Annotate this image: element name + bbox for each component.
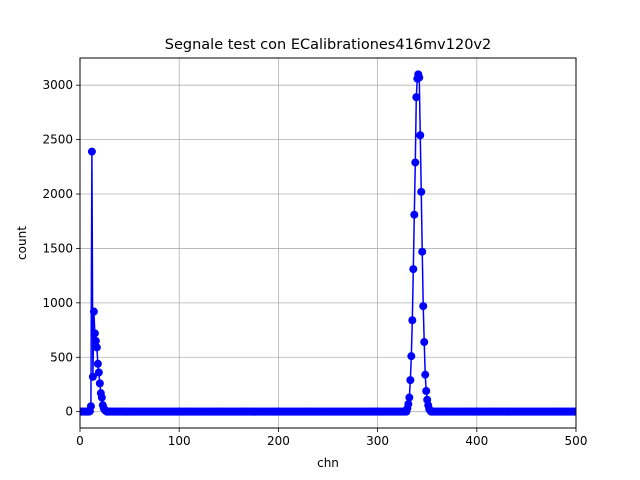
- data-point: [411, 158, 420, 167]
- data-point: [418, 247, 427, 256]
- data-point: [90, 329, 99, 338]
- data-point: [419, 302, 428, 311]
- data-point: [406, 376, 415, 385]
- data-point: [404, 400, 413, 409]
- chart-title: Segnale test con ECalibrationes416mv120v…: [165, 37, 491, 53]
- y-axis-label: count: [15, 226, 29, 260]
- data-point: [408, 316, 417, 325]
- data-point: [422, 387, 431, 395]
- axes-frame: [79, 57, 577, 429]
- data-point: [86, 402, 95, 411]
- data-point: [416, 131, 425, 140]
- data-point: [88, 372, 97, 381]
- y-tick-label: 2000: [42, 187, 73, 201]
- x-tick-label: 100: [168, 434, 191, 448]
- data-point: [421, 370, 430, 379]
- y-tick-label: 500: [50, 350, 73, 364]
- data-point: [415, 73, 424, 82]
- x-axis-label: chn: [317, 456, 339, 470]
- data-point: [95, 379, 104, 388]
- data-point: [417, 187, 426, 196]
- data-point: [92, 343, 101, 352]
- data-point: [89, 307, 98, 316]
- data-point: [410, 210, 419, 219]
- series-group: [80, 70, 576, 416]
- grid-lines: [79, 58, 577, 428]
- y-tick-label: 1000: [42, 296, 73, 310]
- x-tick-label: 0: [76, 434, 84, 448]
- data-point: [94, 368, 103, 377]
- x-tick-label: 500: [565, 434, 588, 448]
- y-tick-label: 1500: [42, 241, 73, 255]
- y-tick-label: 3000: [42, 78, 73, 92]
- data-point: [91, 336, 100, 345]
- plot-area: [80, 70, 576, 416]
- data-point: [87, 147, 96, 156]
- data-point: [420, 338, 429, 347]
- x-tick-label: 400: [465, 434, 488, 448]
- x-tick-label: 300: [366, 434, 389, 448]
- x-tick-label: 200: [267, 434, 290, 448]
- y-tick-label: 2500: [42, 133, 73, 147]
- data-point: [409, 265, 418, 274]
- data-point: [412, 93, 421, 102]
- data-point: [93, 359, 102, 368]
- data-point: [97, 393, 106, 402]
- axis-ticks: 0 100 200 300 400 500 0 500 1000 1500 2000 2500 3000: [42, 78, 587, 448]
- y-tick-label: 0: [65, 405, 73, 419]
- data-point: [407, 352, 416, 361]
- data-point: [405, 393, 414, 402]
